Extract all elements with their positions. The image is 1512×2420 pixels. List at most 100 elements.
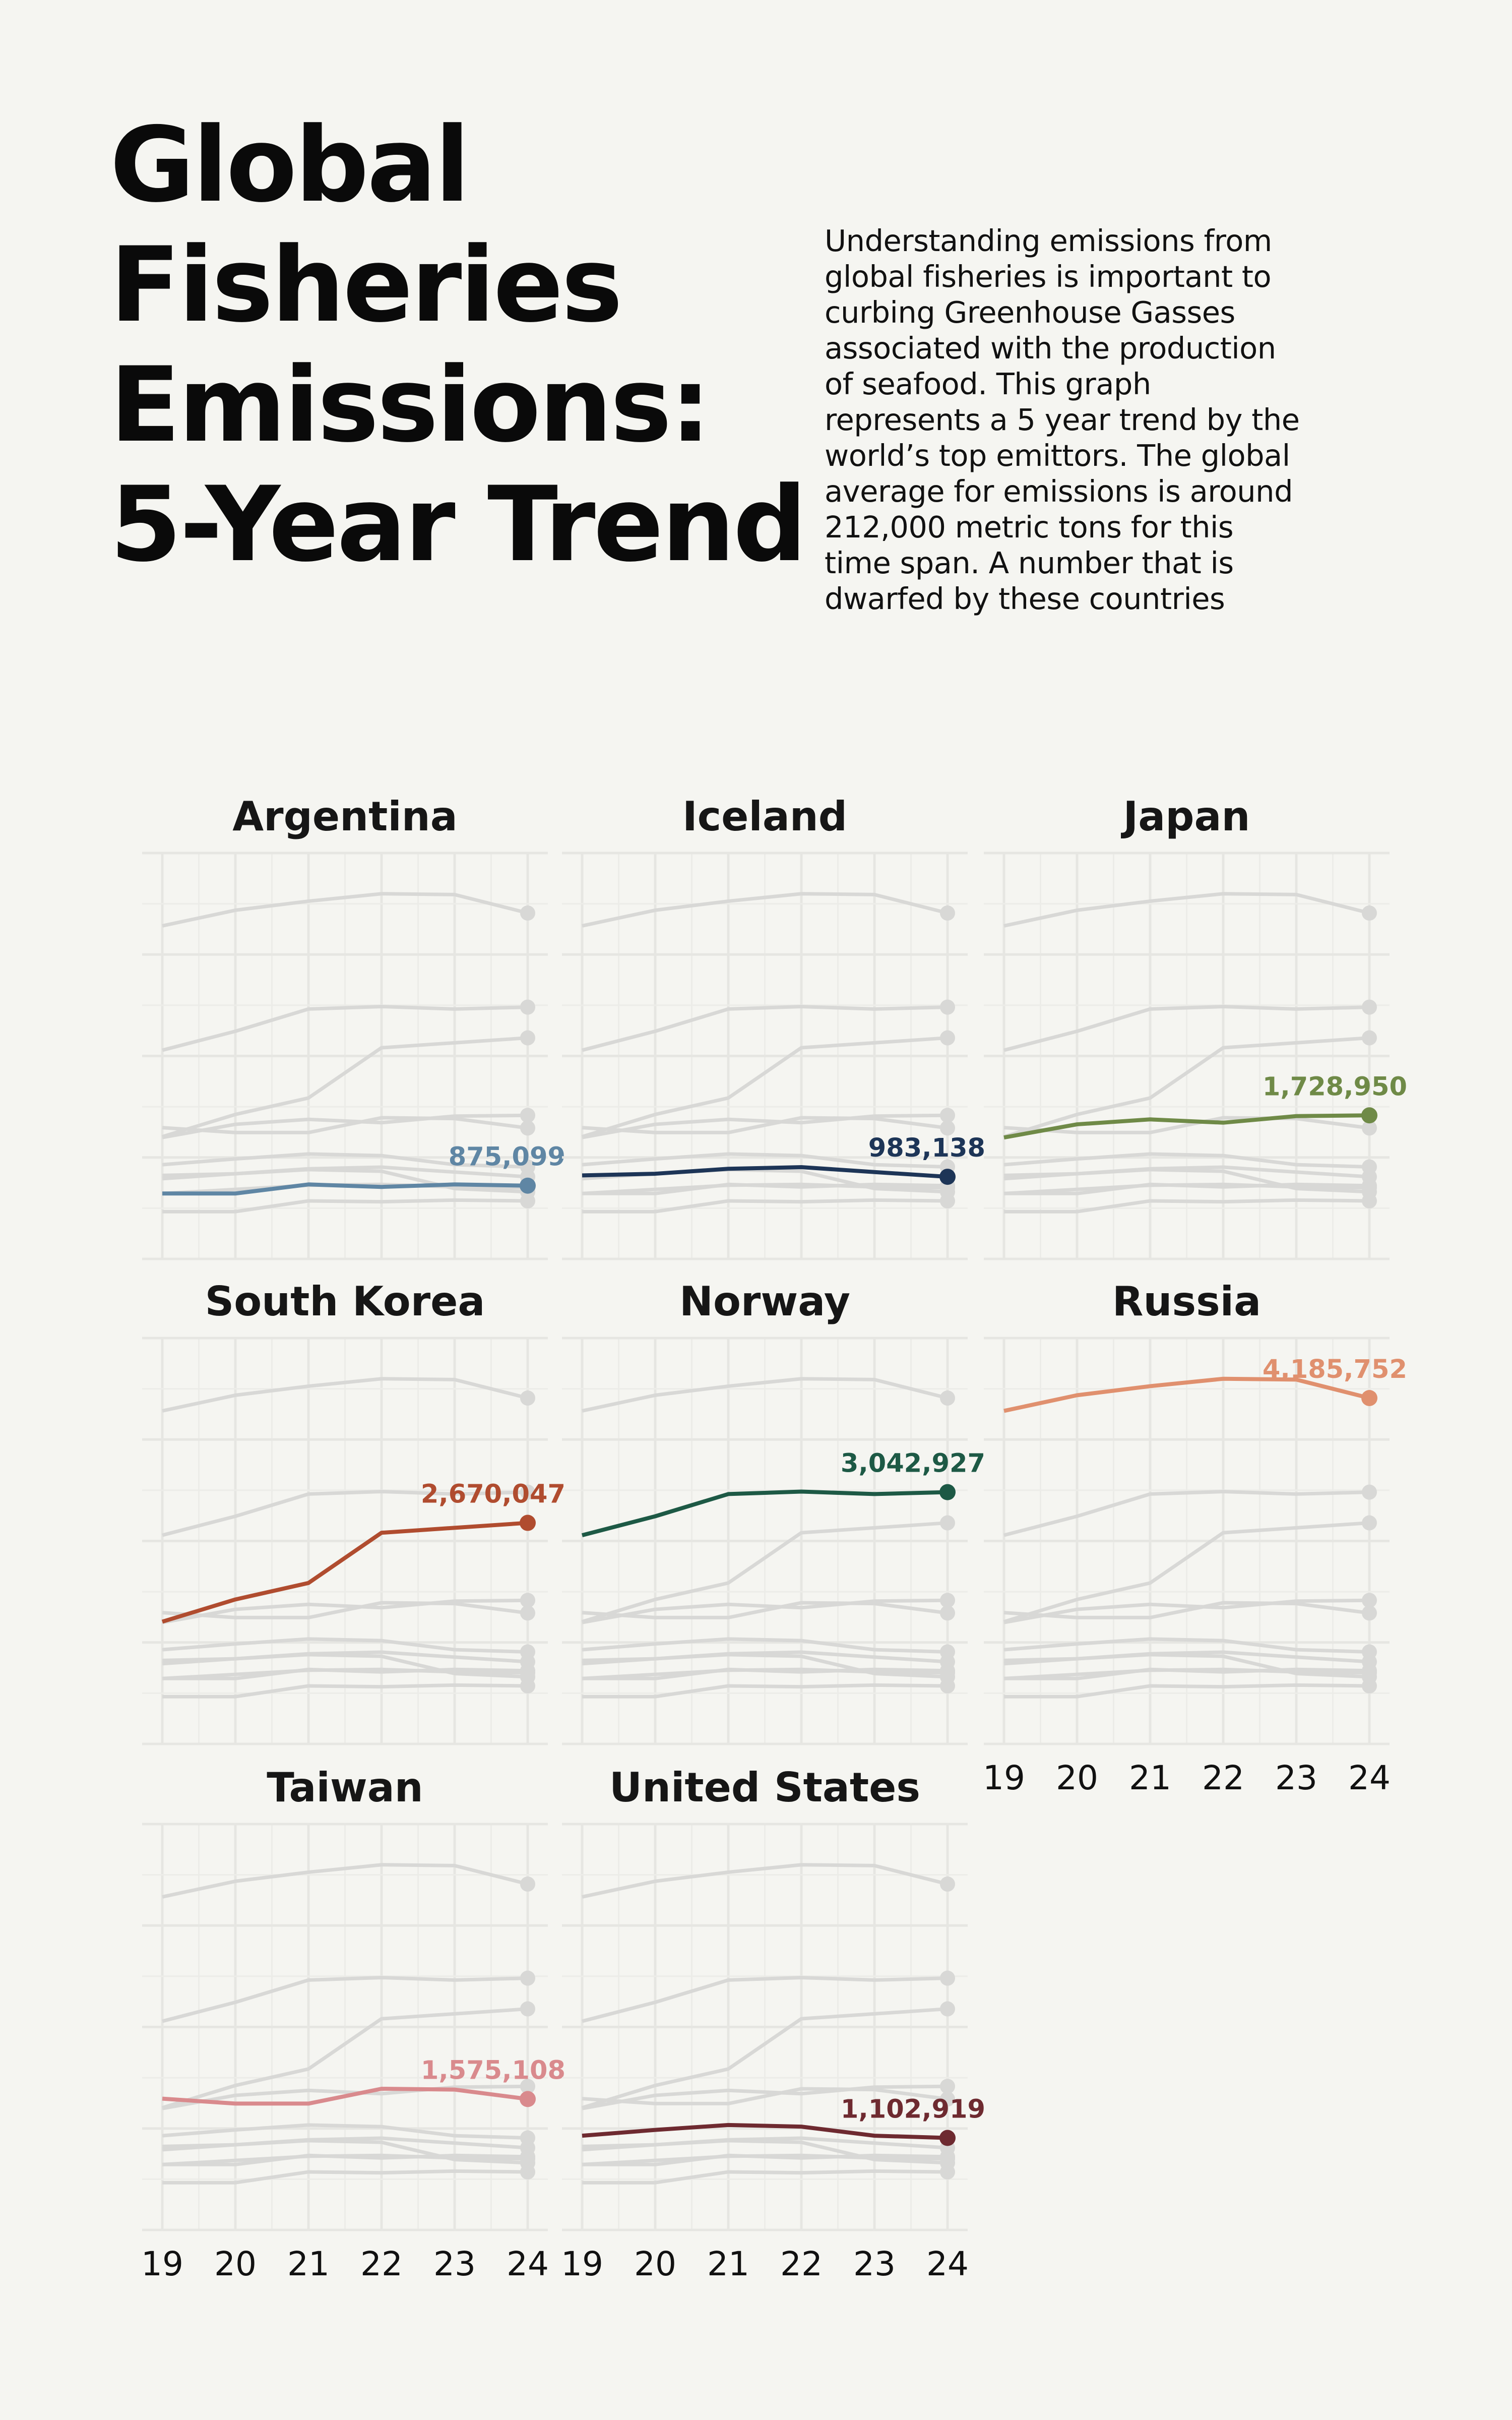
context-series-line (582, 1113, 948, 1139)
context-series-point (520, 1593, 535, 1608)
context-series-line (582, 1152, 948, 1169)
context-series-point (1362, 1515, 1377, 1531)
context-series-point (520, 2151, 535, 2166)
context-series-point (1362, 1644, 1377, 1660)
context-series-point (1362, 1030, 1377, 1046)
context-series-line (1003, 1653, 1370, 1679)
panel-iceland: 983,138 Iceland (562, 793, 985, 1260)
description-line: global fisheries is important to (825, 259, 1272, 294)
description-line: average for emissions is around (825, 474, 1293, 509)
context-series-line (162, 1667, 528, 1680)
context-series-line (1003, 1598, 1370, 1624)
x-tick-label: 19 (983, 1759, 1025, 1797)
context-series-line (162, 1976, 528, 2023)
description-line: represents a 5 year trend by the (825, 402, 1300, 437)
value-label: 4,185,752 (1263, 1355, 1407, 1384)
context-series-point (520, 1484, 535, 1500)
title-line: 5-Year Trend (110, 465, 807, 585)
value-label: 875,099 (449, 1142, 565, 1172)
panel-taiwan: 1,575,108 Taiwan 19 20 21 22 23 24 (141, 1764, 565, 2283)
description-line: Understanding emissions from (825, 223, 1272, 258)
panel-title: Norway (679, 1278, 850, 1325)
x-tick-label: 22 (360, 2245, 403, 2283)
context-series-point (940, 999, 955, 1015)
description-line: curbing Greenhouse Gasses (825, 295, 1235, 330)
x-tick-label: 20 (634, 2245, 676, 2283)
context-series-line (161, 1036, 528, 1138)
series-end-point (939, 1484, 956, 1500)
panel-argentina: 875,099 Argentina (142, 793, 565, 1260)
context-series-line (582, 1198, 948, 1214)
context-series-line (582, 1667, 948, 1680)
context-series-line (581, 2007, 948, 2109)
context-series-line (581, 1036, 948, 1138)
x-tick-label: 24 (507, 2245, 549, 2283)
context-series-line (582, 1598, 948, 1624)
x-tick-label: 21 (707, 2245, 749, 2283)
x-tick-label: 21 (287, 2245, 330, 2283)
context-series-line (162, 1116, 528, 1134)
context-series-point (1362, 1665, 1377, 1680)
context-series-line (582, 1863, 948, 1899)
series-line (1003, 1376, 1370, 1413)
context-series-point (1362, 999, 1377, 1015)
panel-south-korea: 2,670,047 South Korea (142, 1278, 565, 1745)
series-end-point (939, 2130, 956, 2146)
context-series-point (940, 1108, 955, 1123)
context-series-point (1362, 1180, 1377, 1195)
series-line (582, 2123, 948, 2140)
context-series-point (520, 1970, 535, 1986)
series-line (1003, 1113, 1370, 1140)
panel-title: Japan (1121, 793, 1250, 840)
context-series-line (582, 1653, 948, 1679)
context-series-line (161, 2007, 528, 2109)
x-tick-label: 23 (1275, 1759, 1317, 1797)
context-series-line (162, 892, 528, 928)
context-series-point (520, 1108, 535, 1123)
context-series-point (1362, 905, 1377, 921)
context-series-line (162, 1863, 528, 1899)
title-line: Emissions: (110, 345, 711, 465)
context-series-line (162, 1490, 528, 1537)
context-series-line (582, 892, 948, 928)
context-series-point (940, 1515, 955, 1531)
context-series-point (520, 1159, 535, 1175)
panel-norway: 3,042,927 Norway (562, 1278, 985, 1745)
series-end-point (520, 1177, 536, 1194)
panel-title: Russia (1112, 1278, 1261, 1325)
context-series-point (520, 1644, 535, 1660)
context-series-line (162, 1683, 528, 1699)
x-tick-label: 23 (853, 2245, 896, 2283)
description-line: associated with the production (825, 331, 1276, 366)
context-series-point (940, 1876, 955, 1892)
value-label: 1,102,919 (841, 2095, 985, 2125)
context-series-line (581, 1521, 948, 1623)
context-series-line (582, 2087, 948, 2105)
context-series-line (1004, 1683, 1370, 1699)
context-series-line (162, 1113, 528, 1139)
context-series-line (582, 1182, 948, 1195)
context-series-point (520, 1605, 535, 1621)
panel-united-states: 1,102,919 United States 19 20 21 22 23 24 (561, 1764, 985, 2283)
context-series-point (940, 2079, 955, 2094)
description-line: of seafood. This graph (825, 367, 1151, 401)
series-line (582, 1165, 948, 1179)
x-tick-label: 19 (141, 2245, 183, 2283)
series-line (162, 2087, 528, 2106)
context-series-point (940, 2151, 955, 2166)
context-series-line (582, 1377, 948, 1413)
title-line: Global (110, 105, 470, 225)
x-tick-label: 19 (561, 2245, 603, 2283)
context-series-point (520, 2001, 535, 2017)
context-series-line (1003, 1168, 1370, 1194)
value-label: 3,042,927 (841, 1449, 985, 1479)
context-series-point (1362, 1593, 1377, 1608)
context-series-line (1003, 1036, 1370, 1138)
page-title: Global Fisheries Emissions: 5-Year Trend (110, 105, 815, 585)
context-series-point (520, 1120, 535, 1136)
context-series-point (940, 2091, 955, 2107)
series-end-point (1361, 1107, 1377, 1124)
context-series-line (162, 1005, 528, 1052)
context-series-point (520, 1876, 535, 1892)
